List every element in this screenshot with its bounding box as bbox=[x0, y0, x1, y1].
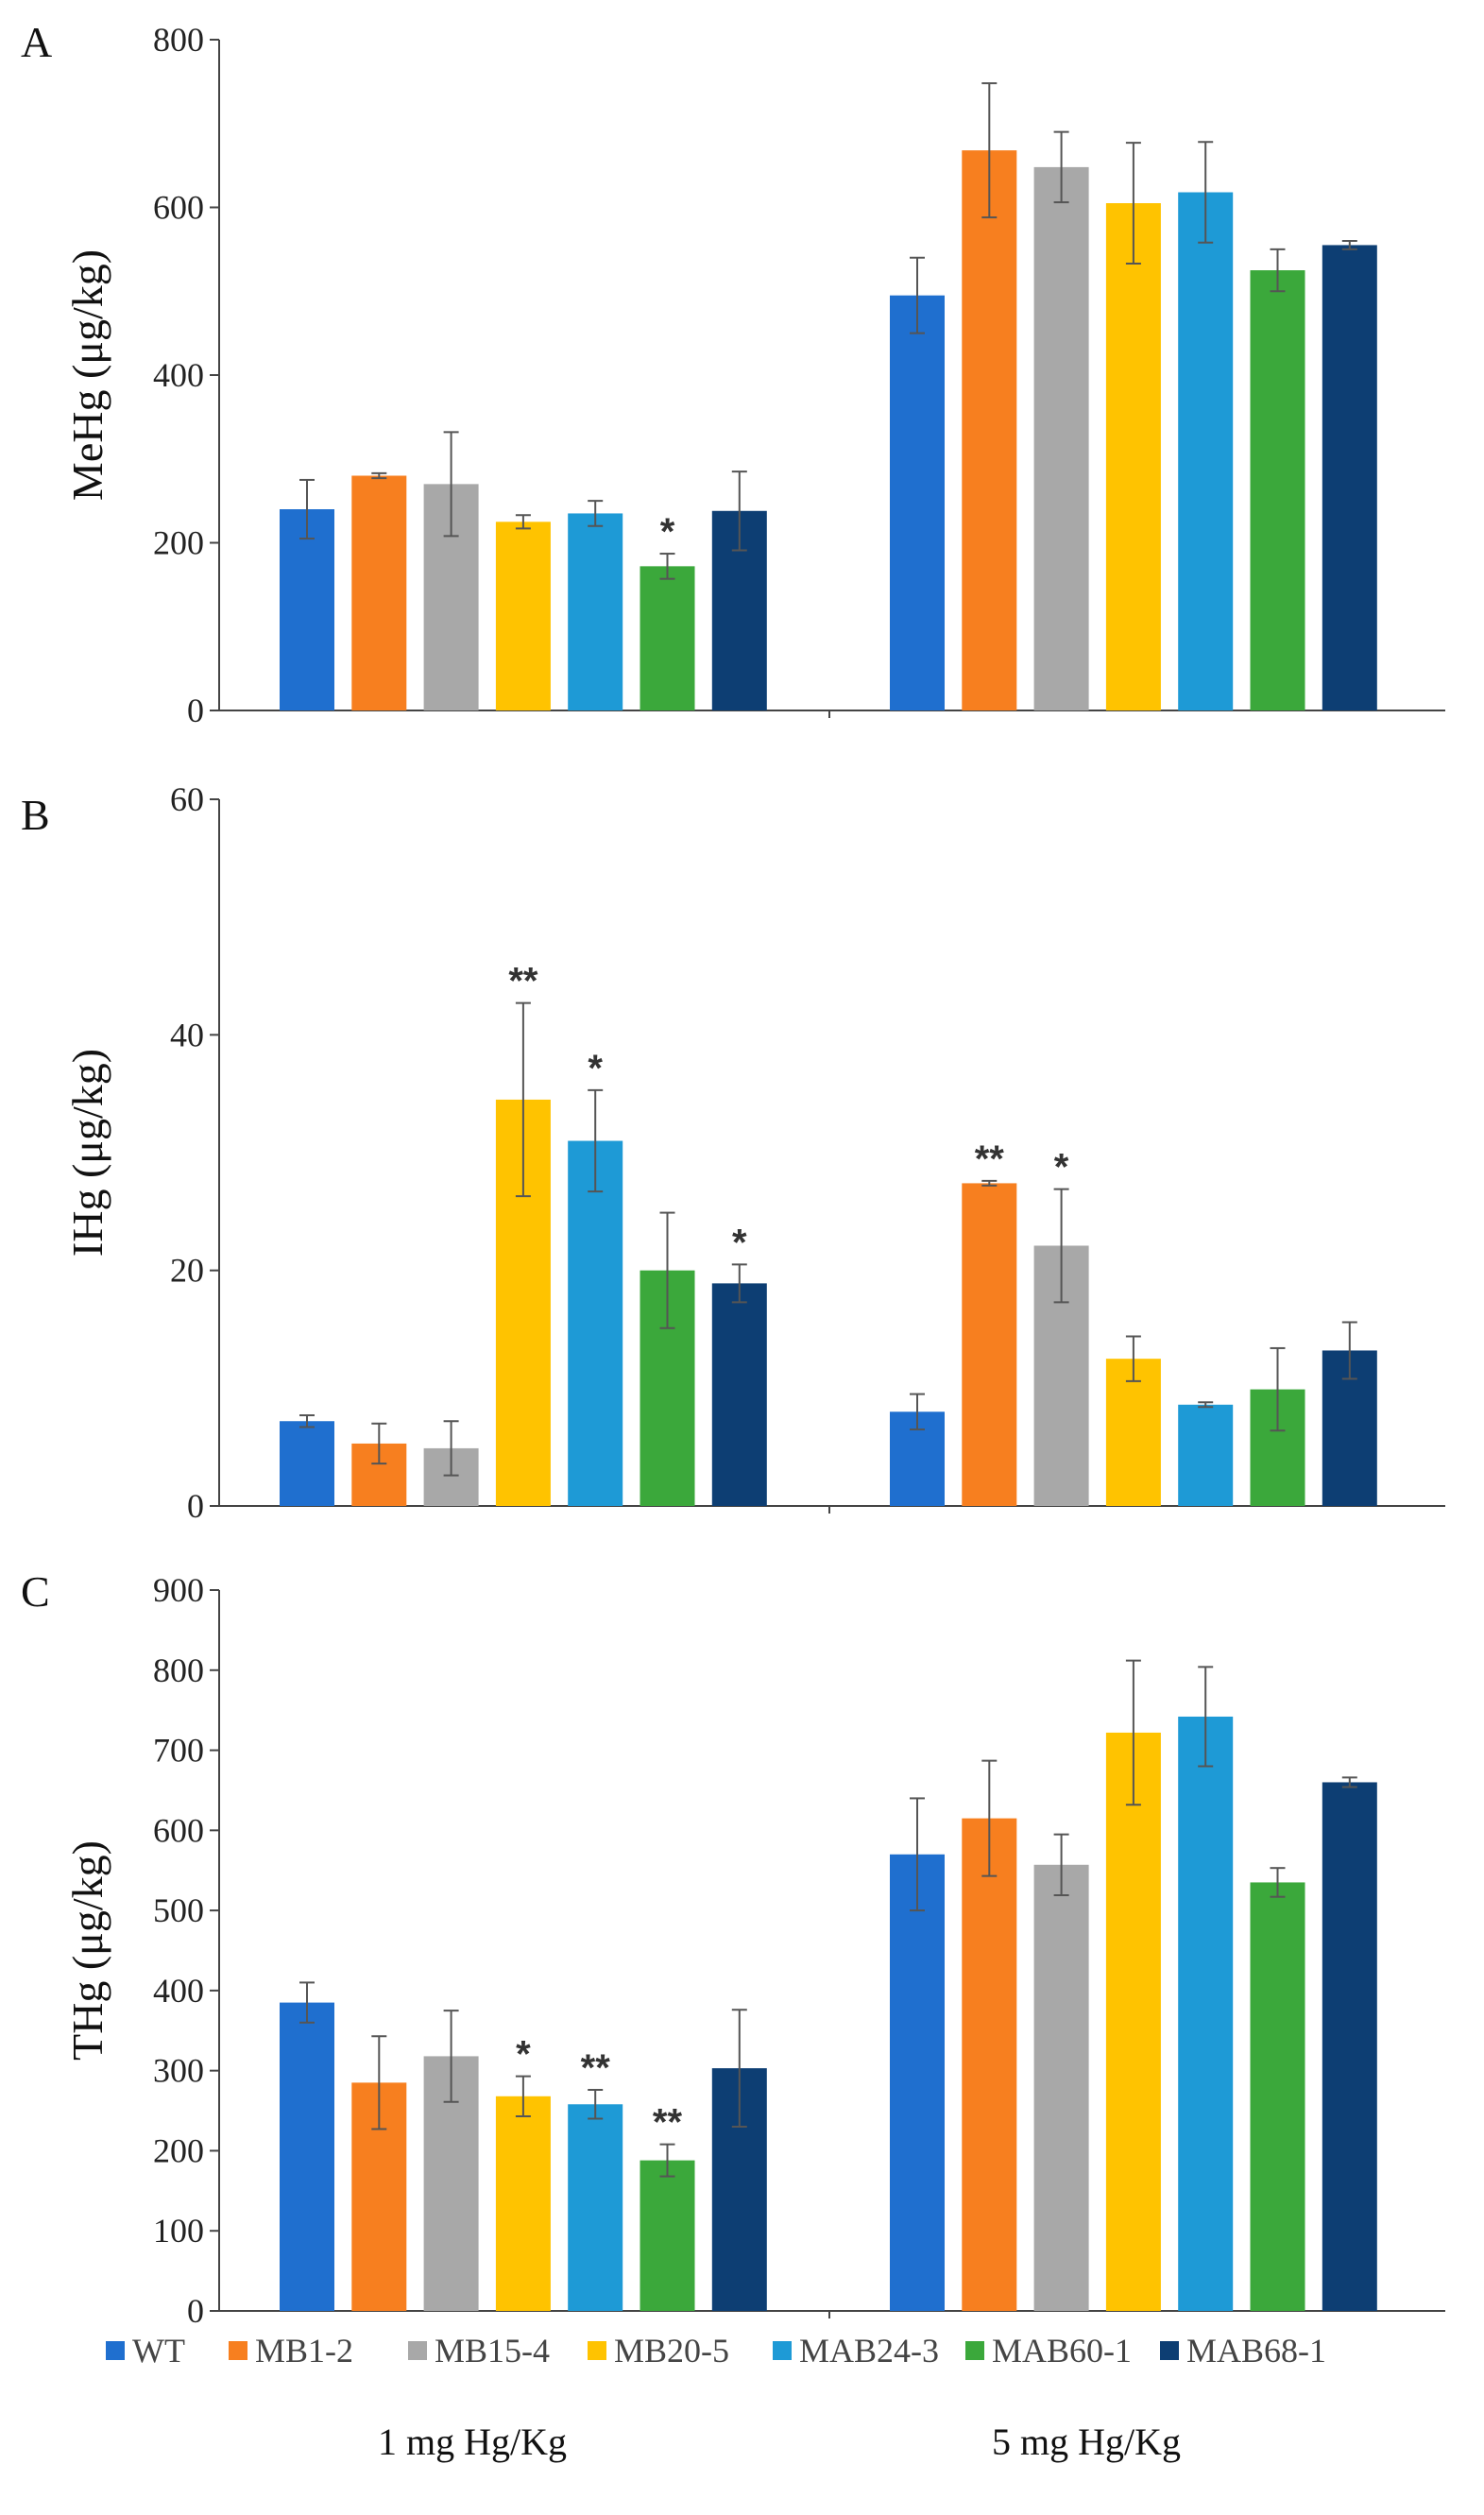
bar-mb15-4-g2 bbox=[1033, 166, 1089, 710]
bar-wt-g2 bbox=[890, 295, 945, 710]
bar-wt-g1 bbox=[280, 509, 334, 710]
bar-mab60-1-g1 bbox=[640, 566, 695, 710]
bar-mb1-2-g2 bbox=[962, 1183, 1017, 1506]
y-axis-label: THg (μg/kg) bbox=[63, 1840, 111, 2061]
legend-swatch-mab60-1 bbox=[965, 2341, 984, 2360]
x-group-label: 5 mg Hg/Kg bbox=[992, 2421, 1181, 2463]
y-tick-label: 800 bbox=[153, 21, 204, 59]
y-tick-label: 900 bbox=[153, 1571, 204, 1609]
significance-marker: * bbox=[588, 1048, 603, 1089]
legend-label: MAB68-1 bbox=[1186, 2332, 1326, 2370]
significance-marker: * bbox=[516, 2034, 531, 2076]
y-tick-label: 0 bbox=[187, 2292, 204, 2330]
bar-wt-g1 bbox=[280, 1421, 334, 1506]
significance-marker: ** bbox=[508, 961, 538, 1002]
y-tick-label: 60 bbox=[170, 780, 204, 818]
bar-mb15-4-g2 bbox=[1033, 1864, 1089, 2311]
bar-mb20-5-g1 bbox=[495, 2096, 551, 2311]
significance-marker: * bbox=[732, 1222, 747, 1263]
bar-mab24-3-g1 bbox=[568, 1140, 623, 1506]
y-tick-label: 400 bbox=[153, 1972, 204, 2010]
legend-swatch-mb20-5 bbox=[588, 2341, 606, 2360]
bar-wt-g1 bbox=[280, 2002, 334, 2311]
bar-mab60-1-g2 bbox=[1250, 270, 1305, 710]
significance-marker: * bbox=[660, 511, 675, 553]
legend-swatch-mab68-1 bbox=[1160, 2341, 1179, 2360]
significance-marker: * bbox=[1054, 1147, 1069, 1189]
bar-wt-g2 bbox=[890, 1854, 945, 2311]
y-tick-label: 20 bbox=[170, 1252, 204, 1290]
y-tick-label: 0 bbox=[187, 692, 204, 729]
y-tick-label: 300 bbox=[153, 2052, 204, 2090]
legend-label: WT bbox=[132, 2332, 185, 2370]
bar-mab24-3-g2 bbox=[1178, 1716, 1234, 2311]
y-tick-label: 40 bbox=[170, 1016, 204, 1053]
panel-label-C: C bbox=[21, 1567, 50, 1616]
legend-swatch-wt bbox=[106, 2341, 125, 2360]
bar-mab24-3-g1 bbox=[568, 2104, 623, 2311]
legend-swatch-mab24-3 bbox=[773, 2341, 792, 2360]
bar-mb20-5-g1 bbox=[495, 522, 551, 710]
x-group-label: 1 mg Hg/Kg bbox=[378, 2421, 567, 2463]
bar-mab68-1-g2 bbox=[1322, 1782, 1377, 2311]
y-tick-label: 600 bbox=[153, 189, 204, 227]
y-tick-label: 600 bbox=[153, 1811, 204, 1849]
legend-label: MAB60-1 bbox=[992, 2332, 1132, 2370]
bar-mb20-5-g2 bbox=[1105, 1359, 1161, 1506]
y-axis-label: IHg (μg/kg) bbox=[63, 1049, 111, 1257]
bar-mab24-3-g1 bbox=[568, 513, 623, 710]
bar-mab68-1-g2 bbox=[1322, 245, 1377, 710]
bar-mab24-3-g2 bbox=[1178, 1404, 1234, 1506]
bar-mb20-5-g2 bbox=[1105, 203, 1161, 710]
panel-label-B: B bbox=[21, 791, 50, 839]
legend-label: MB1-2 bbox=[255, 2332, 353, 2370]
bar-mab68-1-g1 bbox=[711, 1283, 767, 1506]
y-tick-label: 700 bbox=[153, 1732, 204, 1770]
legend-swatch-mb1-2 bbox=[229, 2341, 247, 2360]
legend-label: MAB24-3 bbox=[799, 2332, 939, 2370]
bar-mb20-5-g2 bbox=[1105, 1732, 1161, 2311]
y-tick-label: 500 bbox=[153, 1891, 204, 1929]
y-tick-label: 800 bbox=[153, 1651, 204, 1689]
y-tick-label: 200 bbox=[153, 2131, 204, 2169]
y-axis-label: MeHg (μg/kg) bbox=[63, 249, 111, 501]
significance-marker: ** bbox=[653, 2102, 683, 2144]
bar-mb1-2-g2 bbox=[962, 1818, 1017, 2311]
y-tick-label: 100 bbox=[153, 2212, 204, 2250]
legend-label: MB15-4 bbox=[435, 2332, 550, 2370]
bar-mab60-1-g1 bbox=[640, 2160, 695, 2311]
significance-marker: ** bbox=[581, 2047, 611, 2089]
significance-marker: ** bbox=[975, 1138, 1005, 1180]
bar-mb1-2-g2 bbox=[962, 150, 1017, 710]
legend-label: MB20-5 bbox=[614, 2332, 729, 2370]
bar-mb1-2-g1 bbox=[351, 475, 407, 710]
y-tick-label: 0 bbox=[187, 1487, 204, 1525]
panel-label-A: A bbox=[21, 18, 52, 66]
bar-mab24-3-g2 bbox=[1178, 192, 1234, 710]
bar-mab60-1-g2 bbox=[1250, 1882, 1305, 2311]
y-tick-label: 200 bbox=[153, 524, 204, 562]
y-tick-label: 400 bbox=[153, 356, 204, 394]
legend-swatch-mb15-4 bbox=[408, 2341, 427, 2360]
